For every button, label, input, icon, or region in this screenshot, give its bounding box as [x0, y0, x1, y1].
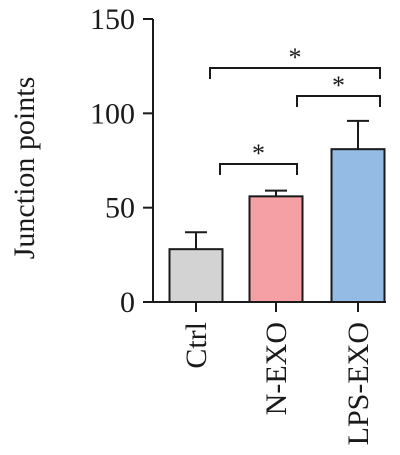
significance-brackets: * * *: [209, 43, 381, 175]
x-tick-label: LPS-EXO: [342, 322, 375, 445]
y-tick-label: 0: [120, 286, 135, 319]
significance-star: *: [332, 71, 345, 100]
significance-bracket: [296, 95, 381, 107]
bar: [330, 148, 386, 303]
significance-bracket: [209, 67, 381, 79]
significance-bracket: [219, 163, 298, 175]
bar: [248, 195, 304, 303]
y-tick-label: 150: [90, 3, 135, 36]
y-tick-label: 50: [105, 192, 135, 225]
x-tick-labels: Ctrl N-EXO LPS-EXO: [180, 322, 375, 445]
x-tick-label: N-EXO: [260, 322, 293, 415]
significance-star: *: [252, 139, 265, 168]
y-axis-label: Junction points: [8, 77, 41, 260]
error-bars: [185, 119, 369, 250]
x-tick-label: Ctrl: [180, 322, 213, 369]
significance-star: *: [289, 43, 302, 72]
y-tick-label: 100: [90, 97, 135, 130]
bar: [168, 248, 224, 304]
bars: [168, 148, 386, 304]
